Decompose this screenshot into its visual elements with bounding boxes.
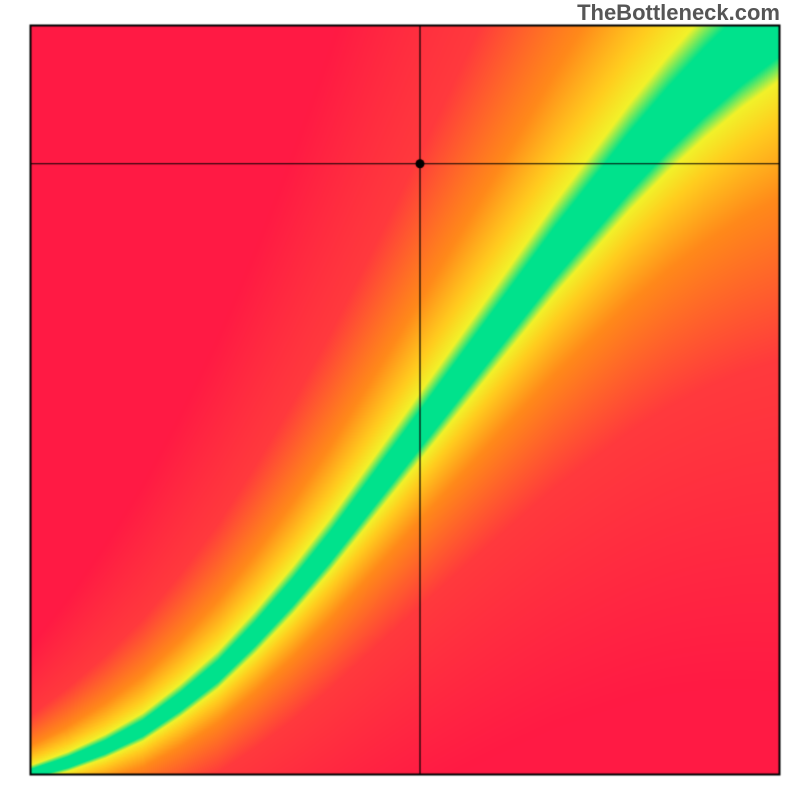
- bottleneck-heatmap: TheBottleneck.com: [0, 0, 800, 800]
- watermark-text: TheBottleneck.com: [577, 0, 780, 26]
- heatmap-canvas: [0, 0, 800, 800]
